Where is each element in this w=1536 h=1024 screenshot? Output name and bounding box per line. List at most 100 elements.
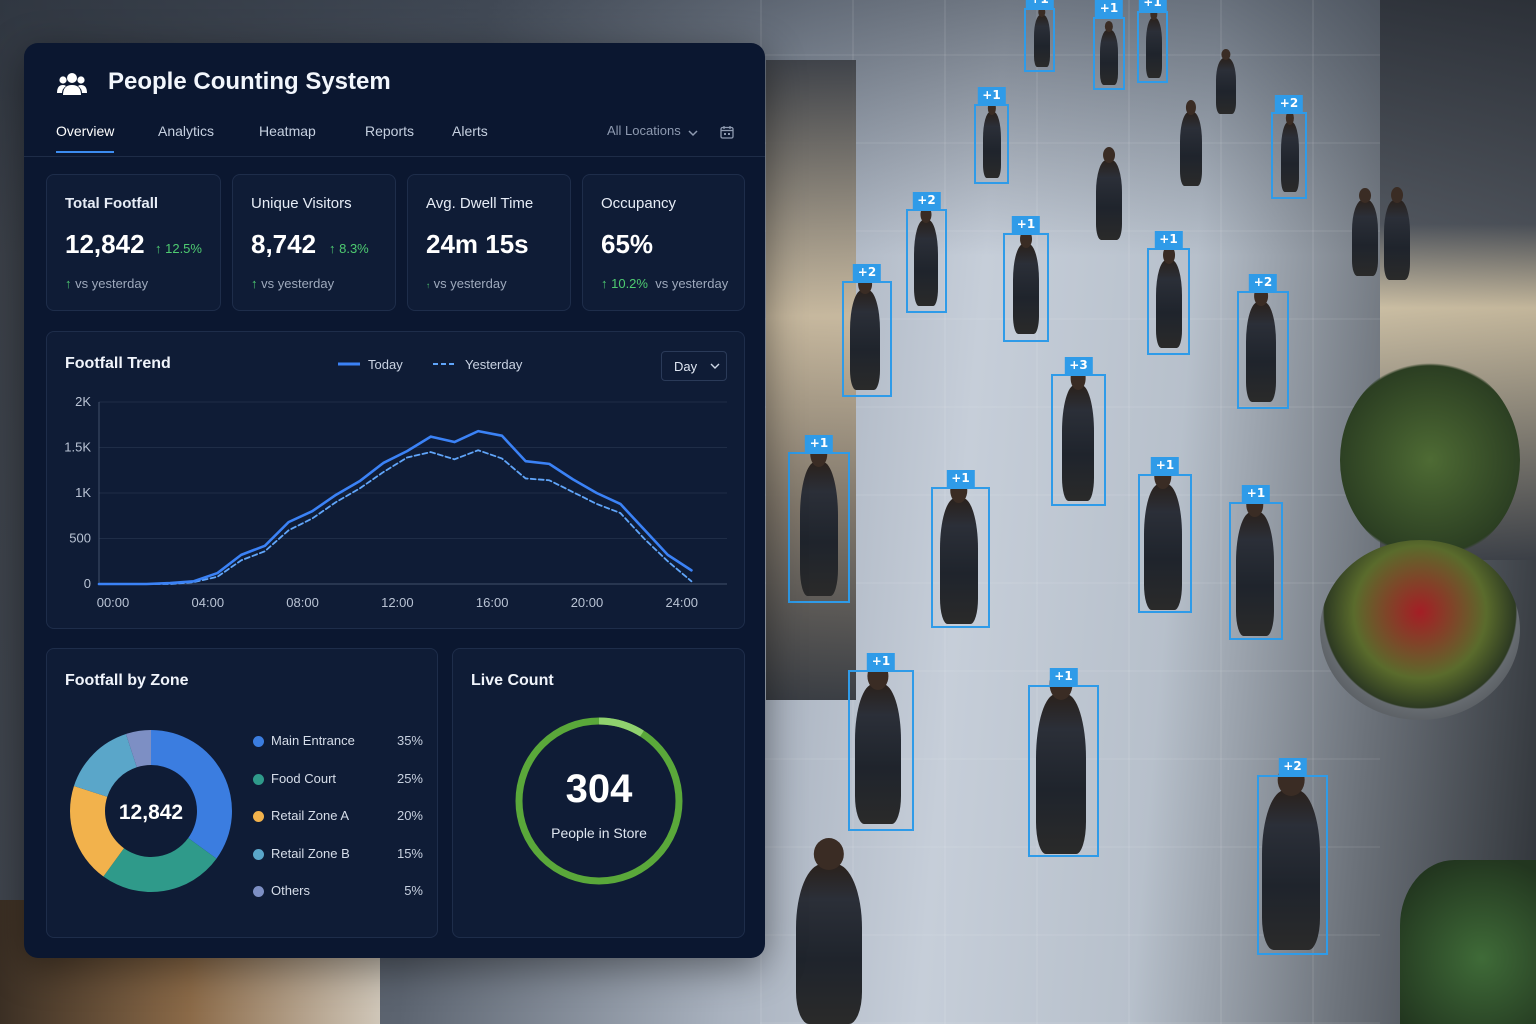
detection-box: +1 [1147, 231, 1190, 355]
zone-name: Main Entrance [271, 733, 355, 748]
person [1144, 484, 1182, 610]
detection-box: +2 [1271, 95, 1307, 199]
zone-color-dot [253, 848, 264, 860]
detection-count-label: +1 [1011, 216, 1041, 233]
kpi-card-total-footfall: Total Footfall 12,842 ↑ 12.5% ↑ vs yeste… [46, 174, 221, 311]
tab-analytics[interactable]: Analytics [158, 123, 215, 139]
person [1352, 200, 1378, 276]
person [1034, 15, 1050, 67]
section-title: Footfall Trend [65, 355, 171, 372]
tab-overview[interactable]: Overview [56, 123, 115, 153]
detection-box: +2 [906, 192, 947, 313]
donut-slice [70, 785, 124, 877]
x-tick-label: 20:00 [571, 595, 604, 610]
person [850, 290, 880, 390]
plant [1400, 860, 1536, 1024]
person [800, 462, 838, 596]
kpi-card-unique-visitors: Unique Visitors 8,742 ↑ 8.3% ↑ vs yester… [232, 174, 396, 311]
kpi-footnote: ↑ 10.2% vs yesterday [601, 276, 728, 291]
person [1146, 18, 1162, 78]
detection-box: +2 [1257, 758, 1328, 955]
tab-heatmap[interactable]: Heatmap [259, 123, 316, 139]
tree [1340, 360, 1520, 560]
zone-legend-item: Main Entrance 35% [253, 732, 423, 752]
kpi-title: Occupancy [601, 195, 677, 212]
kpi-foot-text: vs yesterday [261, 276, 335, 291]
person [1246, 302, 1276, 402]
person [1013, 244, 1039, 334]
detection-count-label: +1 [1150, 457, 1180, 474]
detection-count-label: +1 [1154, 231, 1183, 248]
kpi-delta: ↑ 12.5% [155, 241, 202, 256]
zone-legend-item: Retail Zone B 15% [253, 845, 423, 865]
legend-yesterday-line [433, 363, 457, 365]
range-select[interactable]: Day [661, 351, 727, 381]
person [796, 864, 862, 1024]
calendar-icon[interactable] [720, 125, 734, 139]
zone-name: Food Court [271, 770, 337, 786]
chevron-down-icon [710, 363, 720, 369]
person [1036, 694, 1086, 854]
live-count-label: People in Store [551, 825, 647, 841]
footfall-trend-card: Footfall Trend Today Yesterday Day 0 500 1… [46, 331, 745, 629]
kpi-card-occupancy: Occupancy 65% ↑ 10.2% vs yesterday [582, 174, 745, 311]
detection-count-label: +2 [1248, 274, 1278, 291]
series-line-yesterday [98, 449, 693, 585]
detection-count-label: +1 [946, 470, 975, 487]
x-tick-label: 12:00 [381, 595, 414, 610]
live-count-card: Live Count 304 People in Store [452, 648, 745, 938]
series-line-today [97, 429, 693, 586]
detection-box: +1 [1024, 0, 1055, 72]
detection-box: +3 [1051, 357, 1106, 506]
zone-color-dot [253, 736, 264, 747]
person [1216, 58, 1236, 114]
person [1262, 790, 1320, 950]
detection-box: +1 [1137, 0, 1168, 83]
detection-box: +1 [1028, 668, 1099, 857]
people-group-icon [57, 73, 87, 95]
person [1100, 30, 1118, 85]
kpi-foot-text: vs yesterday [75, 276, 149, 291]
trend-up-icon: ↑ [65, 276, 72, 291]
tab-reports[interactable]: Reports [365, 123, 415, 139]
detection-box: +2 [842, 264, 892, 397]
kpi-delta: ↑ 8.3% [329, 241, 369, 256]
detection-box: +1 [1229, 485, 1283, 640]
zone-name: Retail Zone A [271, 808, 350, 823]
zone-legend-item: Retail Zone A 20% [253, 807, 423, 827]
detection-box: +1 [788, 435, 850, 603]
zone-percent: 35% [396, 733, 423, 748]
detection-count-label: +2 [852, 264, 882, 281]
detection-count-label: +1 [1241, 485, 1271, 502]
detection-count-label: +1 [804, 435, 834, 452]
panel-header: People Counting System Overview Analytic… [24, 43, 765, 157]
y-tick-label: 1.5K [64, 440, 91, 455]
zone-legend-item: Food Court 25% [253, 770, 423, 790]
detection-count-label: +1 [1094, 0, 1124, 17]
x-tick-label: 24:00 [665, 595, 698, 610]
person [1096, 160, 1122, 240]
live-count-gauge [515, 717, 683, 885]
kpi-footnote: ↑ vs yesterday [65, 276, 148, 291]
detection-count-label: +1 [1138, 0, 1167, 11]
person [1180, 112, 1202, 186]
detection-box: +2 [1237, 274, 1289, 409]
location-select[interactable]: All Locations [607, 123, 681, 138]
zone-name: Retail Zone B [271, 845, 350, 861]
zone-percent: 5% [404, 883, 423, 898]
kpi-card-avg-dwell-time: Avg. Dwell Time 24m 15s ↑ vs yesterday [407, 174, 571, 311]
x-tick-label: 04:00 [192, 595, 225, 610]
detection-box: +1 [974, 87, 1009, 184]
donut-slice [125, 730, 151, 768]
zone-donut-chart: 12,842 [70, 730, 232, 892]
y-tick-label: 500 [69, 531, 91, 546]
kpi-title: Unique Visitors [251, 195, 352, 212]
tab-alerts[interactable]: Alerts [452, 123, 488, 139]
kpi-footnote: ↑ vs yesterday [251, 276, 334, 291]
chevron-down-icon[interactable] [687, 127, 699, 139]
detection-count-label: +2 [1278, 758, 1307, 775]
trend-up-icon: ↑ [251, 276, 258, 291]
detection-count-label: +2 [1274, 95, 1304, 112]
detection-count-label: +1 [1049, 668, 1078, 685]
person [1281, 122, 1299, 192]
